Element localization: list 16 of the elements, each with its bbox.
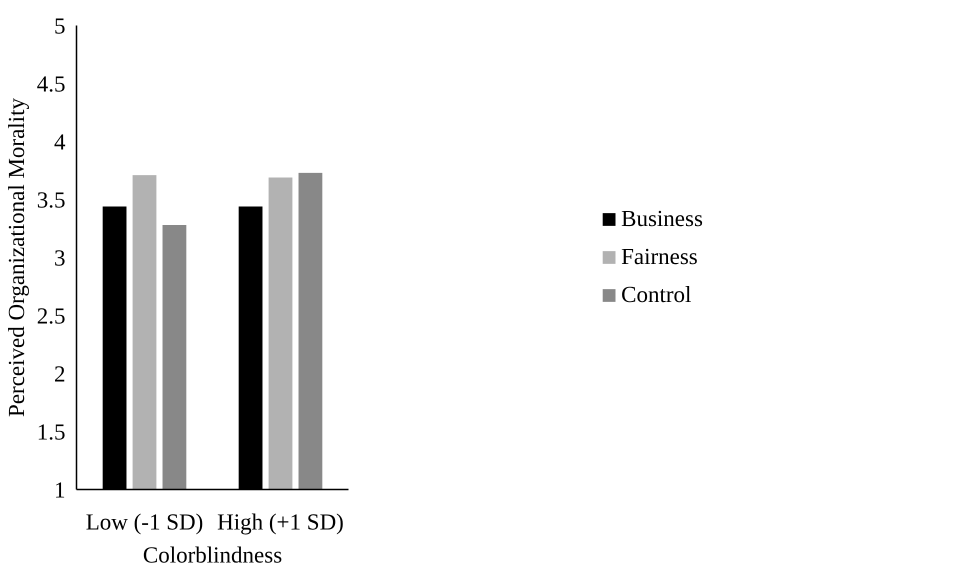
y-axis-title: Perceived Organizational Morality [4, 98, 29, 417]
legend-label: Control [621, 282, 692, 308]
y-tick-label: 4.5 [36, 72, 66, 96]
legend-label: Fairness [621, 244, 698, 270]
y-tick-label: 3 [54, 246, 66, 270]
x-tick-label: Low (-1 SD) [86, 510, 204, 534]
y-tick-label: 1 [54, 478, 66, 502]
y-tick-label: 4 [54, 130, 66, 154]
y-tick-label: 3.5 [36, 188, 66, 212]
y-tick-label: 2 [54, 362, 66, 386]
y-tick-label: 1.5 [36, 420, 66, 444]
y-tick-label: 2.5 [36, 304, 66, 328]
y-tick-label: 5 [54, 14, 66, 38]
x-tick-label: High (+1 SD) [217, 510, 344, 534]
legend-label: Business [621, 206, 703, 232]
x-axis-title: Colorblindness [142, 542, 282, 568]
